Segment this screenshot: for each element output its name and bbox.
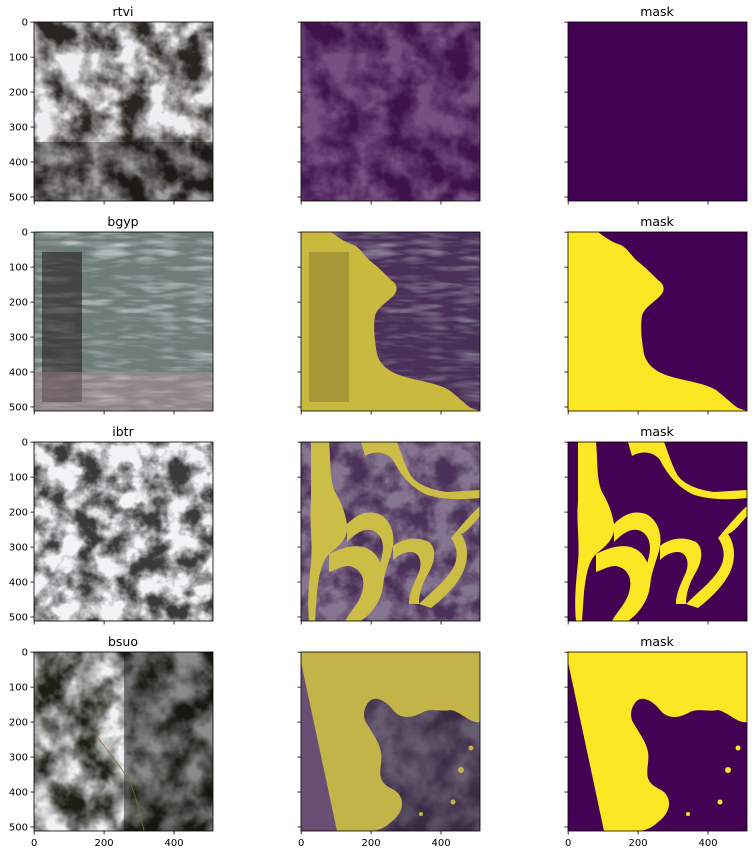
y-tick-label: 100 [9, 473, 28, 484]
row2-title: ibtr [112, 424, 134, 439]
x-tick-label: 400 [698, 838, 717, 849]
row0-mask-title: mask [640, 4, 674, 19]
y-tick-label: 0 [22, 228, 28, 239]
y-tick-label: 200 [9, 718, 28, 729]
y-tick-label: 300 [9, 333, 28, 344]
y-tick-label: 200 [9, 298, 28, 309]
y-tick-label: 200 [9, 508, 28, 519]
x-tick-label: 400 [431, 838, 450, 849]
row3-mask-panel [567, 651, 748, 832]
y-tick-label: 400 [9, 158, 28, 169]
y-tick-label: 500 [9, 192, 28, 203]
row2-overlay-panel [300, 441, 481, 622]
row0-title: rtvi [113, 4, 134, 19]
row1-title: bgyp [107, 214, 138, 229]
y-tick-label: 0 [22, 648, 28, 659]
y-tick-label: 500 [9, 822, 28, 833]
row2-mask-title: mask [640, 424, 674, 439]
row0-overlay-panel [300, 21, 481, 202]
y-tick-label: 100 [9, 683, 28, 694]
row1-mask-panel [567, 231, 748, 412]
x-tick-label: 0 [31, 838, 37, 849]
y-tick-label: 100 [9, 263, 28, 274]
row3-title: bsuo [108, 634, 138, 649]
x-tick-label: 0 [298, 838, 304, 849]
row2-image-panel [33, 441, 214, 622]
y-tick-label: 300 [9, 753, 28, 764]
y-tick-label: 200 [9, 88, 28, 99]
axis-ticks: 0100200300400500010020030040050001002003… [9, 18, 718, 849]
row3-mask-title: mask [640, 634, 674, 649]
row1-mask-title: mask [640, 214, 674, 229]
y-tick-label: 300 [9, 543, 28, 554]
y-tick-label: 300 [9, 123, 28, 134]
y-tick-label: 400 [9, 368, 28, 379]
y-tick-label: 0 [22, 438, 28, 449]
y-tick-label: 400 [9, 578, 28, 589]
y-tick-label: 500 [9, 402, 28, 413]
x-tick-label: 200 [629, 838, 648, 849]
row2-mask-panel [567, 441, 748, 622]
y-tick-label: 500 [9, 612, 28, 623]
row0-image-panel [33, 21, 214, 202]
y-tick-label: 400 [9, 788, 28, 799]
row3-overlay-panel [300, 651, 481, 832]
row3-image-panel [33, 651, 214, 832]
row0-mask-panel [567, 21, 748, 202]
x-tick-label: 200 [362, 838, 381, 849]
x-tick-label: 0 [565, 838, 571, 849]
y-tick-label: 0 [22, 18, 28, 29]
row1-overlay-panel [300, 231, 481, 412]
x-tick-label: 400 [164, 838, 183, 849]
x-tick-label: 200 [95, 838, 114, 849]
row1-image-panel [33, 231, 214, 412]
y-tick-label: 100 [9, 53, 28, 64]
